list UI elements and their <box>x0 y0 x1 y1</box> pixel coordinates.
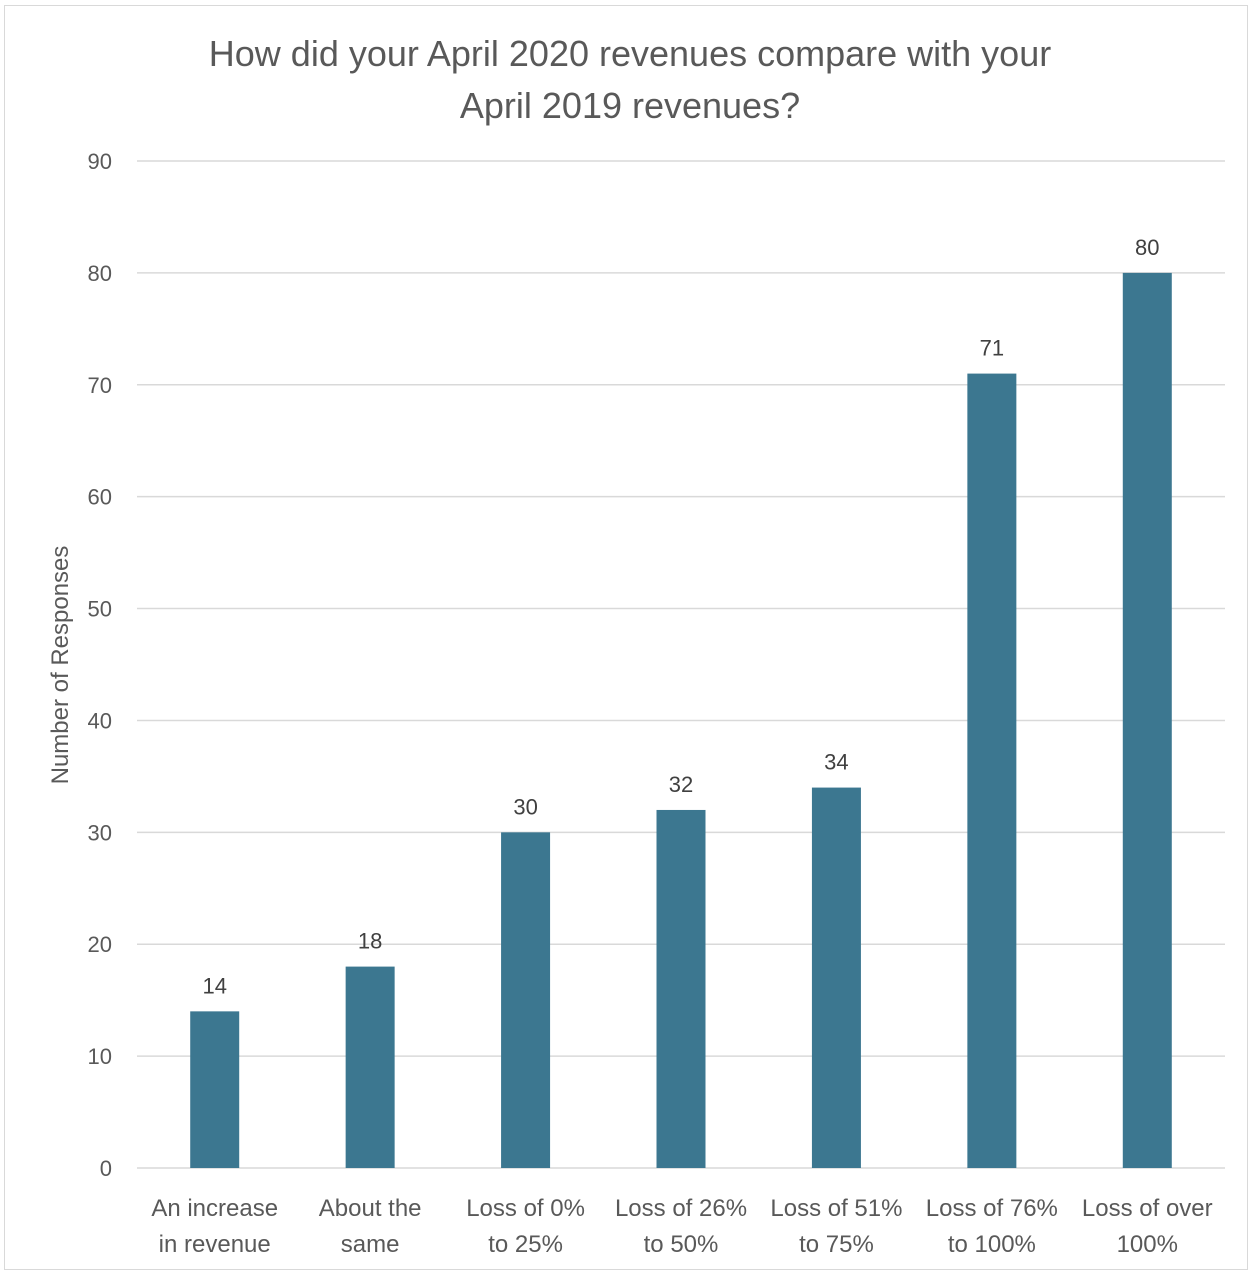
y-tick-label: 90 <box>88 149 112 174</box>
x-axis-categories: An increase in revenue About the same Loss o… <box>151 1195 1212 1258</box>
bar <box>1122 272 1172 1168</box>
bar <box>501 832 551 1168</box>
y-axis-ticks: 0 10 20 30 40 50 60 70 80 90 <box>88 149 112 1181</box>
y-tick-label: 10 <box>88 1044 112 1069</box>
y-tick-label: 40 <box>88 708 112 733</box>
y-tick-label: 0 <box>100 1156 112 1181</box>
x-category-label: Loss of 26% to 50% <box>615 1195 747 1258</box>
x-category-label: An increase in revenue <box>151 1195 278 1258</box>
y-tick-label: 50 <box>88 597 112 622</box>
x-category-label: Loss of 51% to 75% <box>770 1195 902 1258</box>
y-tick-label: 30 <box>88 820 112 845</box>
y-tick-label: 80 <box>88 261 112 286</box>
data-label: 71 <box>980 336 1004 361</box>
bar <box>967 373 1017 1169</box>
bar <box>190 1011 240 1168</box>
x-category-label: Loss of over 100% <box>1082 1195 1213 1258</box>
y-tick-label: 20 <box>88 932 112 957</box>
y-tick-label: 60 <box>88 485 112 510</box>
y-tick-label: 70 <box>88 373 112 398</box>
bar <box>656 809 706 1168</box>
data-label: 32 <box>669 772 693 797</box>
data-label: 14 <box>202 973 226 998</box>
data-label: 18 <box>358 929 382 954</box>
bar <box>345 966 395 1168</box>
x-category-label: Loss of 0% to 25% <box>466 1195 585 1258</box>
data-labels: 14 18 30 32 34 71 80 <box>202 235 1159 998</box>
data-label: 80 <box>1135 235 1159 260</box>
x-category-label: About the same <box>319 1195 422 1258</box>
bar <box>811 787 861 1168</box>
data-label: 30 <box>513 794 537 819</box>
y-axis-title: Number of Responses <box>47 546 74 785</box>
data-label: 34 <box>824 750 848 775</box>
bars <box>190 272 1172 1169</box>
x-category-label: Loss of 76% to 100% <box>926 1195 1058 1258</box>
chart-title: How did your April 2020 revenues compare… <box>208 33 1052 126</box>
